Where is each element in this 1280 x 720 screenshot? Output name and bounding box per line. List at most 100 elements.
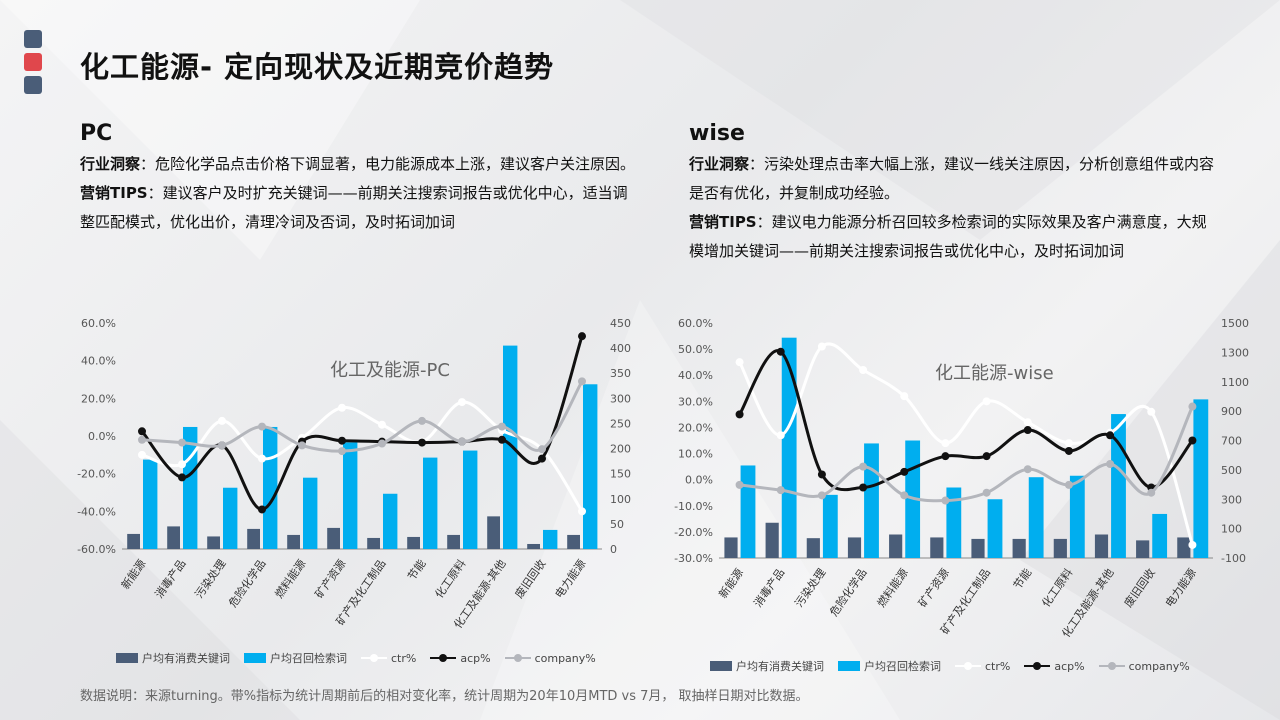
pc-section: PC 行业洞察：危险化学品点击价格下调显著，电力能源成本上涨，建议客户关注原因。… [80, 121, 640, 237]
legend-swatch-blue [244, 653, 266, 663]
wise-insight: 行业洞察：污染处理点击率大幅上涨，建议一线关注原因，分析创意组件或内容是否有优化… [689, 150, 1219, 208]
bar-consume-keywords [487, 516, 500, 549]
bar-consume-keywords [567, 534, 580, 549]
bar-consume-keywords [1012, 538, 1026, 558]
category-label: 新能源 [716, 566, 746, 601]
legend-label: acp% [460, 651, 491, 665]
pc-insight: 行业洞察：危险化学品点击价格下调显著，电力能源成本上涨，建议客户关注原因。 [80, 150, 640, 179]
point-company [178, 438, 186, 447]
line-ctr [141, 400, 584, 513]
point-acp [338, 436, 346, 445]
bar-consume-keywords [889, 534, 903, 558]
legend-item-consume-keywords: 户均有消费关键词 [710, 658, 824, 674]
point-acp [817, 470, 826, 479]
wise-tips-text: ：建议电力能源分析召回较多检索词的实际效果及客户满意度，大规模增加关键词——前期… [689, 213, 1207, 260]
decor-square-middle [24, 53, 42, 71]
point-ctr [817, 342, 826, 351]
category-label: 危险化学品 [225, 557, 268, 610]
point-acp [138, 427, 146, 436]
point-ctr [338, 403, 346, 412]
chart-title: 化工及能源-PC [330, 360, 450, 381]
y-right-tick-label: 350 [610, 367, 631, 380]
wise-section: wise 行业洞察：污染处理点击率大幅上涨，建议一线关注原因，分析创意组件或内容… [689, 121, 1219, 266]
legend-label: company% [534, 651, 596, 665]
point-acp [178, 473, 186, 482]
y-right-tick-label: 200 [610, 443, 631, 456]
point-company [378, 439, 386, 448]
legend-swatch-dark [116, 653, 138, 663]
line-acp [738, 349, 1194, 492]
pc-insight-text: ：危险化学品点击价格下调显著，电力能源成本上涨，建议客户关注原因。 [140, 155, 636, 173]
y-right-tick-label: 1300 [1221, 346, 1249, 359]
bar-recall-terms [864, 443, 879, 558]
point-ctr [258, 454, 266, 463]
y-right-tick-label: -100 [1221, 552, 1246, 565]
bar-recall-terms [987, 499, 1003, 558]
bar-consume-keywords [287, 534, 300, 549]
y-left-tick-label: -40.0% [77, 505, 116, 518]
wise-insight-label: 行业洞察 [689, 155, 750, 173]
y-right-tick-label: 100 [1221, 523, 1242, 536]
legend-item-recall-terms: 户均召回检索词 [838, 658, 941, 674]
point-company [982, 488, 991, 497]
bar-recall-terms [543, 529, 558, 549]
point-company [418, 416, 426, 425]
bar-consume-keywords [724, 537, 738, 558]
legend-item-ctr: ctr% [361, 652, 416, 665]
category-label: 污染处理 [792, 566, 829, 610]
category-label: 电力能源 [552, 557, 589, 601]
legend-label: 户均有消费关键词 [142, 652, 230, 665]
bar-consume-keywords [930, 537, 944, 558]
y-left-tick-label: -10.0% [674, 500, 713, 513]
bar-consume-keywords [127, 533, 140, 549]
bar-recall-terms [1028, 477, 1044, 558]
point-ctr [138, 450, 146, 459]
category-label: 节能 [1010, 566, 1034, 592]
point-acp [258, 505, 266, 514]
y-right-tick-label: 400 [610, 342, 631, 355]
y-left-tick-label: 0.0% [88, 430, 116, 443]
bar-recall-terms [223, 487, 238, 549]
y-left-tick-label: -60.0% [77, 543, 116, 556]
legend-label: company% [1128, 659, 1190, 673]
y-left-tick-label: 60.0% [81, 317, 116, 330]
bar-consume-keywords [1094, 534, 1109, 558]
bar-recall-terms [343, 442, 358, 549]
legend-line-grey [504, 653, 531, 663]
y-right-tick-label: 450 [610, 317, 631, 330]
point-acp [900, 467, 909, 476]
legend-item-acp: acp% [430, 651, 491, 665]
pc-chart: 60.0% 40.0% 20.0% 0.0% -20.0% -40.0% -60.0% 450… [77, 317, 631, 631]
bar-consume-keywords [447, 534, 460, 549]
category-label: 矿产资源 [312, 557, 349, 601]
category-label: 燃料能源 [874, 566, 911, 610]
point-ctr [1147, 407, 1156, 416]
bar-consume-keywords [527, 543, 540, 549]
legend-label: 户均召回检索词 [270, 652, 347, 665]
category-label: 消毒产品 [152, 557, 189, 601]
data-note: 数据说明：来源turning。带%指标为统计周期前后的相对变化率，统计周期为20… [80, 689, 809, 704]
bar-consume-keywords [765, 522, 779, 558]
y-right-tick-label: 1100 [1221, 376, 1249, 389]
point-acp [418, 438, 426, 447]
bar-consume-keywords [971, 538, 985, 558]
pc-tips: 营销TIPS：建议客户及时扩充关键词——前期关注搜索词报告或优化中心，适当调整匹… [80, 179, 640, 237]
y-right-tick-label: 50 [610, 518, 624, 531]
y-left-tick-label: 10.0% [678, 448, 713, 461]
bar-recall-terms [183, 426, 198, 549]
category-label: 消毒产品 [751, 566, 788, 610]
bar-recall-terms [822, 494, 838, 558]
point-ctr [458, 398, 466, 407]
legend-item-acp: acp% [1024, 660, 1085, 673]
y-left-tick-label: 60.0% [678, 317, 713, 330]
wise-insight-text: ：污染处理点击率大幅上涨，建议一线关注原因，分析创意组件或内容是否有优化，并复制… [689, 155, 1215, 202]
point-company [218, 441, 226, 450]
y-right-tick-label: 900 [1221, 405, 1242, 418]
point-ctr [218, 416, 226, 425]
legend-swatch-blue [838, 661, 860, 671]
bar-recall-terms [1193, 399, 1209, 558]
category-label: 电力能源 [1162, 566, 1199, 610]
wise-legend: 户均有消费关键词 户均召回检索词 ctr% acp% company% [710, 658, 1204, 674]
point-company [578, 377, 586, 386]
